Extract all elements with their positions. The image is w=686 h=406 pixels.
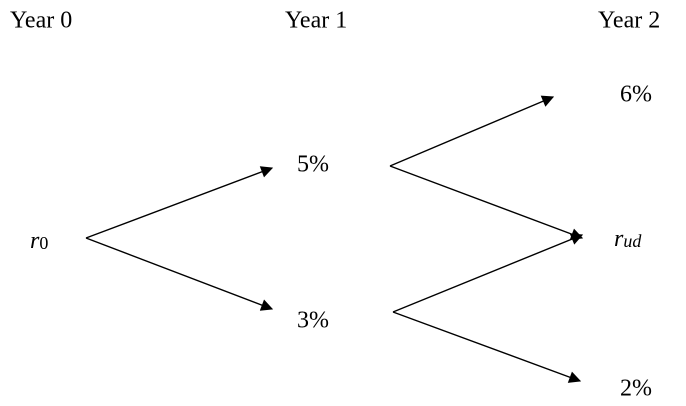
arrow — [85, 166, 274, 239]
arrow — [392, 233, 584, 313]
node-label: 5% — [297, 152, 329, 178]
year-header: Year 0 — [10, 8, 72, 34]
node-label: rud — [614, 226, 642, 252]
node-subscript: ud — [623, 231, 642, 251]
node-label: 3% — [297, 308, 329, 334]
arrow — [389, 95, 555, 167]
year-header: Year 2 — [598, 8, 660, 34]
node-base: r — [30, 228, 40, 254]
node-label: 6% — [620, 82, 652, 108]
arrow — [389, 165, 584, 240]
node-label: 2% — [620, 376, 652, 402]
year-header: Year 1 — [285, 8, 347, 34]
arrow — [392, 311, 582, 383]
node-label: r0 — [30, 228, 48, 254]
arrow — [85, 237, 274, 311]
node-subscript: 0 — [39, 233, 48, 253]
node-base: r — [614, 226, 624, 252]
